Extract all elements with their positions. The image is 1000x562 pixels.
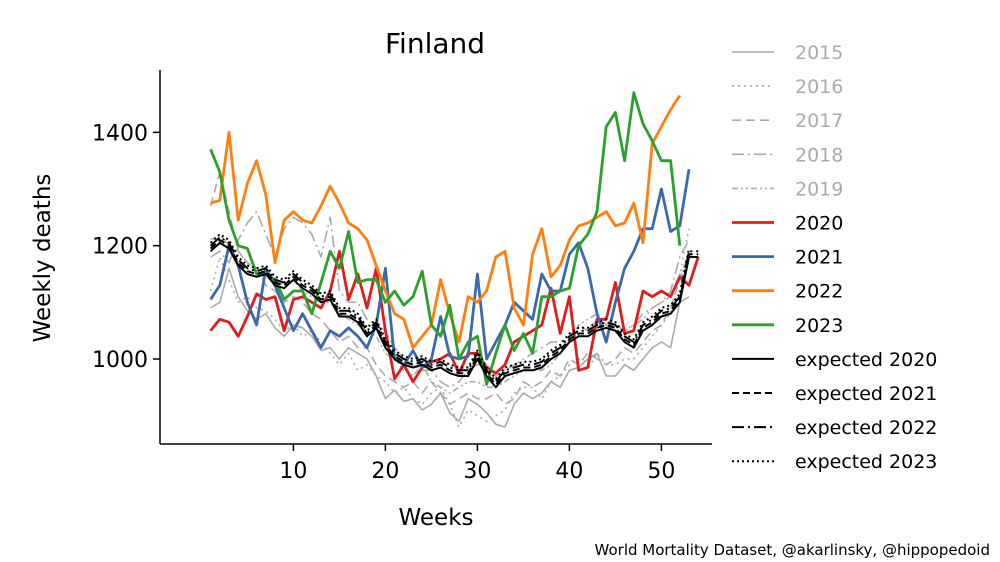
legend-label-expected-2020: expected 2020	[795, 349, 937, 371]
legend-label-expected-2023: expected 2023	[795, 451, 937, 473]
series-line-2021	[209, 168, 691, 369]
legend-label-2023: 2023	[795, 315, 843, 337]
x-ticks: 10 20 30 40 50	[279, 444, 675, 484]
legend: 2015 2016 2017 2018 2019 2020 2021 2022 2023 expe…	[732, 42, 937, 473]
credit-text: World Mortality Dataset, @akarlinsky, @h…	[595, 541, 990, 559]
series-line-2019	[210, 233, 690, 394]
legend-label-2016: 2016	[795, 76, 843, 98]
legend-label-2015: 2015	[795, 42, 843, 64]
y-tick-label: 1000	[92, 348, 148, 373]
x-tick-label: 40	[555, 459, 583, 484]
legend-label-2017: 2017	[795, 110, 843, 132]
legend-label-2020: 2020	[795, 213, 843, 235]
chart-title: Finland	[385, 27, 485, 60]
x-tick-label: 30	[463, 459, 491, 484]
legend-label-expected-2021: expected 2021	[795, 383, 937, 405]
x-tick-label: 10	[279, 459, 307, 484]
y-ticks: 1000 1200 1400	[92, 121, 160, 373]
x-tick-label: 50	[647, 459, 675, 484]
legend-label-2019: 2019	[795, 178, 843, 200]
series-line-2017	[209, 171, 690, 406]
series-line-2020	[209, 249, 700, 384]
series-line-2022	[210, 94, 681, 350]
y-tick-label: 1400	[92, 121, 148, 146]
series-line-2023	[209, 91, 682, 386]
y-axis-label: Weekly deaths	[30, 174, 56, 343]
legend-label-expected-2022: expected 2022	[795, 417, 937, 439]
legend-label-2018: 2018	[795, 144, 843, 166]
series-line-expected-2022	[209, 236, 699, 383]
legend-label-2021: 2021	[795, 247, 843, 269]
y-tick-label: 1200	[92, 235, 148, 260]
series-line-expected-2020	[209, 241, 699, 389]
x-tick-label: 20	[371, 459, 399, 484]
series-line-2015	[210, 267, 690, 428]
legend-label-2022: 2022	[795, 281, 843, 303]
plot-lines	[209, 91, 700, 428]
x-axis-label: Weeks	[399, 505, 474, 531]
